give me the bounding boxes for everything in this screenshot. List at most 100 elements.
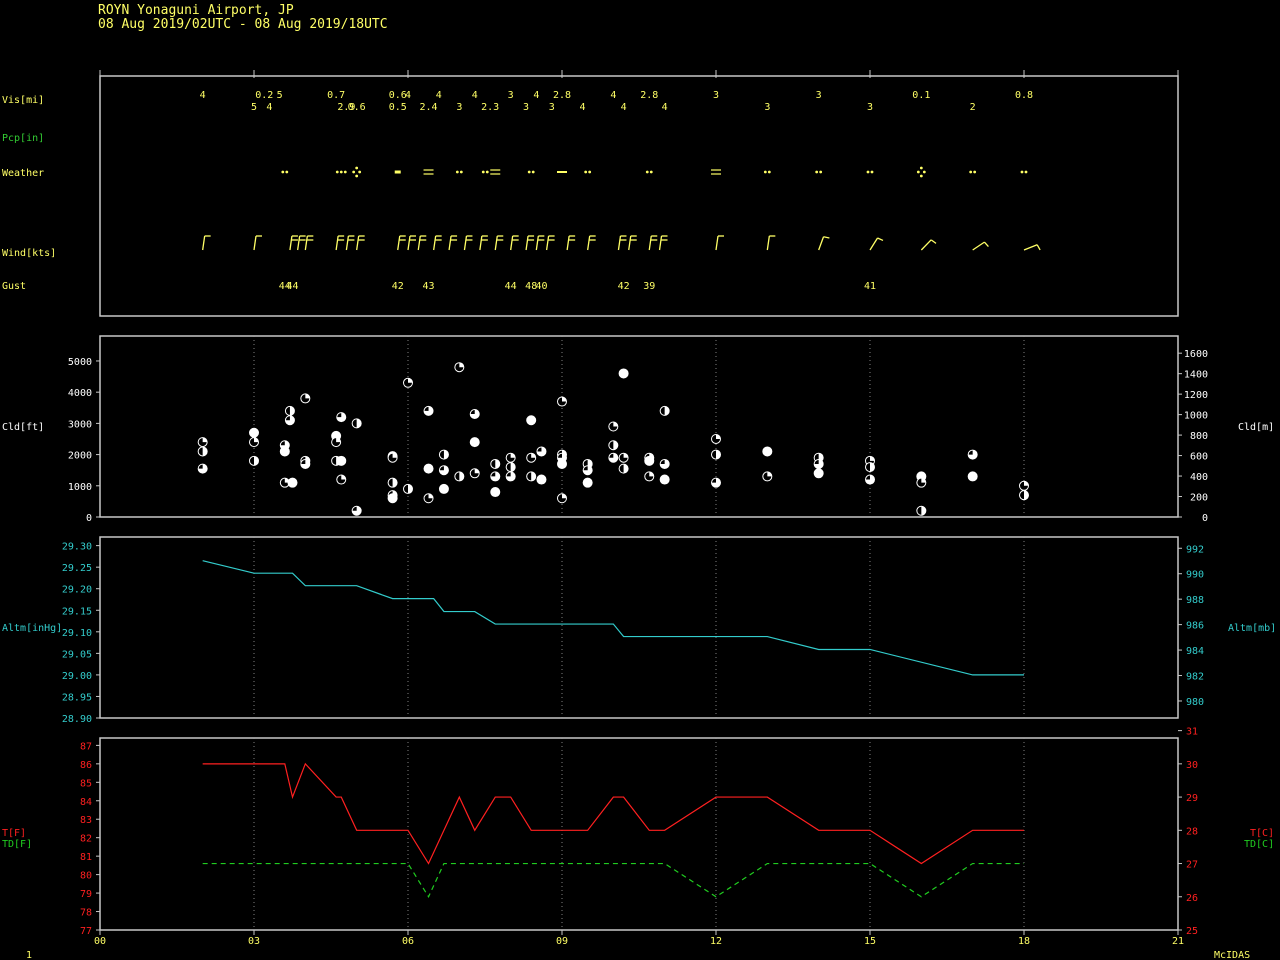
cloud-fill: [288, 478, 297, 488]
cloud-fill: [336, 412, 346, 422]
visibility-value: 4: [266, 102, 272, 113]
visibility-value: 4: [610, 90, 616, 101]
cloud-fill: [619, 368, 629, 378]
cloud-point: [351, 505, 362, 516]
wind-barb-staff: [448, 235, 452, 251]
weather-dot: [358, 170, 362, 174]
cloud-point: [351, 418, 362, 429]
time-xtick-label: 18: [1018, 936, 1030, 947]
cloud-y2tick-label: 200: [1190, 493, 1208, 504]
cloud-y2tick-label: 600: [1190, 452, 1208, 463]
cloud-point: [916, 477, 927, 488]
cloud-point: [618, 463, 629, 474]
cloud-point: [403, 377, 413, 388]
temp-y2tick-label: 25: [1186, 926, 1198, 937]
cloud-point: [865, 462, 875, 473]
wind-barb-staff: [628, 235, 632, 251]
altm-ytick-label: 29.05: [62, 649, 92, 660]
cloud-fill: [510, 453, 516, 458]
cloud-fill: [424, 406, 434, 416]
weather-dot: [767, 170, 771, 174]
cloud-fill: [285, 415, 295, 425]
cloud-point: [582, 465, 593, 476]
wind-barb-staff: [920, 239, 932, 251]
time-xtick-label: 00: [94, 936, 106, 947]
visibility-value: 4: [436, 90, 442, 101]
weather-dot: [919, 174, 923, 178]
weather-dot: [459, 170, 463, 174]
wind-barb: [566, 235, 576, 251]
wind-barb-staff: [356, 235, 360, 251]
weather-dot: [285, 170, 289, 174]
wind-barb: [407, 235, 416, 251]
time-xtick-label: 12: [710, 936, 722, 947]
cloud-point: [618, 452, 629, 463]
cloud-fill: [562, 397, 567, 402]
visibility-value: 2: [970, 102, 976, 113]
gust-value: 44: [279, 281, 291, 292]
cloud-fill: [424, 464, 434, 474]
wind-barb: [972, 241, 989, 251]
wind-barb-flag: [983, 241, 989, 248]
time-period: 08 Aug 2019/02UTC - 08 Aug 2019/18UTC: [98, 17, 388, 32]
cloud-point: [438, 483, 449, 494]
wind-barb-staff: [525, 235, 529, 251]
visibility-value: 3: [816, 90, 822, 101]
wind-barb: [658, 235, 668, 251]
visibility-value: 0.6: [389, 90, 407, 101]
visibility-value: 2.9: [337, 102, 355, 113]
weather-dot: [870, 170, 874, 174]
cloud-y2tick-label: 800: [1190, 431, 1208, 442]
cloud-fill: [490, 471, 500, 481]
weather-dot: [281, 170, 285, 174]
visibility-value: 3: [764, 102, 770, 113]
temp-y2tick-label: 31: [1186, 727, 1198, 738]
gust-value: 41: [864, 281, 876, 292]
cloud-fill: [762, 446, 772, 456]
visibility-value: 5: [277, 90, 283, 101]
t-c-label: T[C]: [1250, 828, 1274, 839]
temp-ytick-label: 86: [80, 760, 92, 771]
gust-value: 42: [618, 281, 630, 292]
wind-barb: [289, 235, 298, 251]
wind-barb-flag: [930, 239, 937, 244]
gust-label: Gust: [2, 281, 26, 292]
cloud-point: [249, 437, 259, 448]
wind-barb: [628, 235, 637, 251]
weather-dot: [335, 170, 339, 174]
weather-symbol-fog: [423, 169, 434, 175]
cloud-fill: [613, 422, 618, 427]
cloud-point: [659, 405, 670, 416]
cloud-point: [438, 449, 449, 460]
cloud-fill: [356, 418, 362, 428]
wind-barb-staff: [202, 235, 206, 251]
obs-panel-frame: [99, 75, 1179, 317]
cloud-point: [1019, 480, 1029, 491]
weather-symbol-rain: [815, 170, 823, 174]
wind-barb: [648, 235, 658, 251]
cloud-fill: [660, 459, 670, 469]
weather-dot: [649, 170, 653, 174]
wind-barb-staff: [818, 236, 825, 251]
weather-dot: [584, 170, 588, 174]
altm-y2tick-label: 984: [1186, 646, 1204, 657]
temp-y2tick-label: 26: [1186, 893, 1198, 904]
cloud-fill: [392, 453, 398, 458]
cloud-point: [249, 427, 259, 438]
cloud-fill: [495, 459, 500, 469]
cloud-fill: [1024, 481, 1029, 486]
cloud-point: [403, 483, 413, 494]
altm-ytick-label: 28.90: [62, 714, 92, 725]
cloud-fill: [814, 468, 824, 478]
cloud-point: [967, 471, 978, 482]
wind-barb: [525, 235, 535, 251]
weather-symbol-rain: [584, 170, 592, 174]
wind-barb: [510, 235, 519, 251]
altm-inhg-label: Altm[inHg]: [2, 623, 62, 634]
wind-barb: [253, 235, 262, 251]
cloud-point: [526, 452, 537, 463]
cloud-fill: [526, 415, 536, 425]
cloud-point: [644, 471, 655, 482]
time-xtick-label: 06: [402, 936, 414, 947]
altm-ytick-label: 29.15: [62, 606, 92, 617]
